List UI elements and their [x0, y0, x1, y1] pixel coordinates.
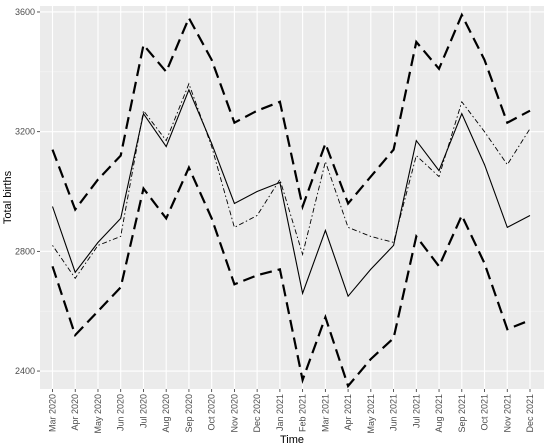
series-lines: [51, 12, 531, 389]
x-tick-label: Jul 2021: [411, 394, 421, 428]
y-tick-label: 2400: [15, 366, 35, 376]
series-line-2: [52, 82, 531, 280]
x-tick-label: Apr 2021: [343, 394, 353, 431]
y-axis-title: Total births: [2, 170, 14, 224]
x-tick-label: Oct 2020: [207, 394, 217, 431]
x-tick-label: Sep 2021: [457, 394, 467, 433]
x-tick-label: Oct 2021: [480, 394, 490, 431]
x-tick-label: Mar 2020: [48, 394, 58, 432]
series-line-1: [51, 88, 531, 298]
x-tick-label: Nov 2020: [229, 394, 239, 433]
x-tick-label: Dec 2021: [525, 394, 535, 433]
x-tick-label: Nov 2021: [502, 394, 512, 433]
x-tick-label: Apr 2020: [70, 394, 80, 431]
y-tick-label: 3200: [15, 127, 35, 137]
x-tick-label: May 2020: [93, 394, 103, 434]
y-tick-label: 2800: [15, 246, 35, 256]
series-line-3: [51, 12, 531, 212]
x-tick-label: Sep 2020: [184, 394, 194, 433]
x-tick-label: Dec 2020: [252, 394, 262, 433]
x-tick-label: Feb 2021: [298, 394, 308, 432]
x-tick-label: Mar 2021: [320, 394, 330, 432]
x-tick-label: Aug 2021: [434, 394, 444, 433]
x-tick-label: Aug 2020: [161, 394, 171, 433]
x-tick-label: Jan 2021: [275, 394, 285, 431]
major-gridlines: [40, 6, 544, 389]
y-axis: 2400 2800 3200 3600: [15, 7, 40, 376]
x-tick-label: Jun 2021: [389, 394, 399, 431]
x-axis: Mar 2020 Apr 2020 May 2020 Jun 2020 Jul 2020…: [48, 389, 535, 434]
x-tick-label: Jun 2020: [116, 394, 126, 431]
x-tick-label: Jul 2020: [138, 394, 148, 428]
x-tick-label: May 2021: [366, 394, 376, 434]
series-line-4: [51, 164, 531, 389]
minor-gridlines: [40, 71, 544, 312]
y-tick-label: 3600: [15, 7, 35, 17]
x-axis-title: Time: [280, 434, 304, 446]
